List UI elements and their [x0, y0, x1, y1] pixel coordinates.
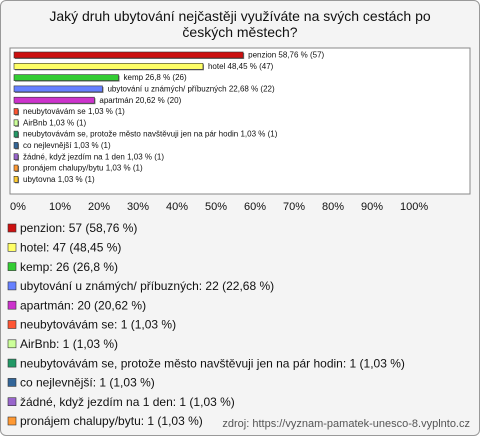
- x-tick-label: 50%: [205, 201, 227, 213]
- x-tick-label: 90%: [361, 201, 383, 213]
- legend-swatch: [7, 300, 17, 310]
- bar-label: neubytovávám se, protože město navštěvuj…: [23, 130, 278, 139]
- source: zdroj: https://vyznam-pamatek-unesco-8.v…: [222, 418, 470, 430]
- bar-label: žádné, když jezdím na 1 den 1,03 % (1): [23, 152, 164, 161]
- bar-label: kemp 26,8 % (26): [124, 73, 187, 82]
- legend-swatch: [7, 339, 17, 349]
- bar: [13, 96, 95, 104]
- bar-label: hotel 48,45 % (47): [208, 62, 274, 71]
- x-tick-label: 100%: [400, 201, 428, 213]
- legend-label: kemp: 26 (26,8 %): [20, 260, 118, 274]
- bar: [13, 74, 119, 81]
- bar-label: co nejlevnější 1,03 % (1): [23, 141, 111, 150]
- x-tick-label: 30%: [127, 201, 149, 213]
- plot-area: [9, 47, 471, 195]
- bar-label: AirBnb 1,03 % (1): [23, 118, 86, 127]
- legend-label: žádné, když jezdím na 1 den: 1 (1,03 %): [20, 395, 235, 409]
- x-tick-label: 60%: [244, 201, 266, 213]
- bar-label: ubytovna 1,03 % (1): [23, 175, 95, 184]
- bar-label: neubytovávám se 1,03 % (1): [23, 107, 125, 116]
- legend-label: apartmán: 20 (20,62 %): [20, 298, 146, 312]
- legend-swatch: [7, 223, 17, 233]
- legend-swatch: [7, 397, 17, 407]
- bar: [13, 176, 19, 183]
- legend-swatch: [7, 262, 17, 271]
- bar: [13, 119, 19, 127]
- legend-swatch: [7, 281, 17, 291]
- chart-title: Jaký druh ubytování nejčastěji využíváte…: [49, 8, 431, 40]
- legend-label: penzion: 57 (58,76 %): [20, 221, 137, 235]
- bar: [13, 51, 244, 59]
- bar: [13, 153, 19, 160]
- bar-label: penzion 58,76 % (57): [248, 51, 324, 60]
- legend-label: neubytovávám se: 1 (1,03 %): [20, 318, 176, 332]
- legend-label: neubytovávám se, protože město navštěvuj…: [20, 356, 405, 370]
- legend-swatch: [7, 320, 17, 329]
- legend-swatch: [7, 243, 17, 252]
- bar: [13, 85, 103, 93]
- bar: [13, 108, 19, 115]
- legend-label: ubytování u známých/ příbuzných: 22 (22,…: [20, 279, 274, 293]
- legend-swatch: [7, 378, 17, 387]
- legend-label: pronájem chalupy/bytu: 1 (1,03 %): [20, 414, 203, 428]
- x-tick-label: 20%: [88, 201, 110, 213]
- bar: [13, 62, 204, 70]
- bar: [13, 130, 19, 138]
- legend-label: hotel: 47 (48,45 %): [20, 240, 121, 254]
- x-tick-label: 70%: [283, 201, 305, 213]
- legend-label: AirBnb: 1 (1,03 %): [20, 337, 118, 351]
- legend-label: co nejlevnější: 1 (1,03 %): [20, 376, 155, 390]
- legend-swatch: [7, 358, 17, 368]
- legend-label: ubytovna: 1 (1,03 %): [20, 433, 131, 436]
- bar: [13, 164, 19, 172]
- x-tick-label: 40%: [166, 201, 188, 213]
- x-tick-label: 10%: [49, 201, 71, 213]
- legend-swatch: [7, 416, 17, 426]
- bar-label: ubytování u známých/ příbuzných 22,68 % …: [107, 85, 275, 94]
- x-tick-label: 80%: [322, 201, 344, 213]
- bar: [13, 142, 19, 149]
- bar-label: pronájem chalupy/bytu 1,03 % (1): [23, 164, 143, 173]
- x-tick-label: 0%: [10, 201, 26, 213]
- bar-label: apartmán 20,62 % (20): [99, 96, 181, 105]
